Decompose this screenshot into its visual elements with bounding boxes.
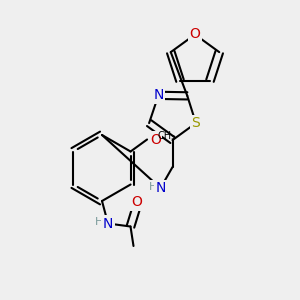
Text: O: O: [131, 196, 142, 209]
Text: N: N: [155, 181, 166, 195]
Text: S: S: [191, 116, 200, 130]
Text: H: H: [149, 182, 157, 192]
Text: O: O: [190, 28, 200, 41]
Text: H: H: [95, 217, 103, 227]
Text: CH₃: CH₃: [158, 131, 176, 141]
Text: O: O: [150, 133, 161, 146]
Text: N: N: [103, 217, 113, 230]
Text: N: N: [153, 88, 164, 102]
